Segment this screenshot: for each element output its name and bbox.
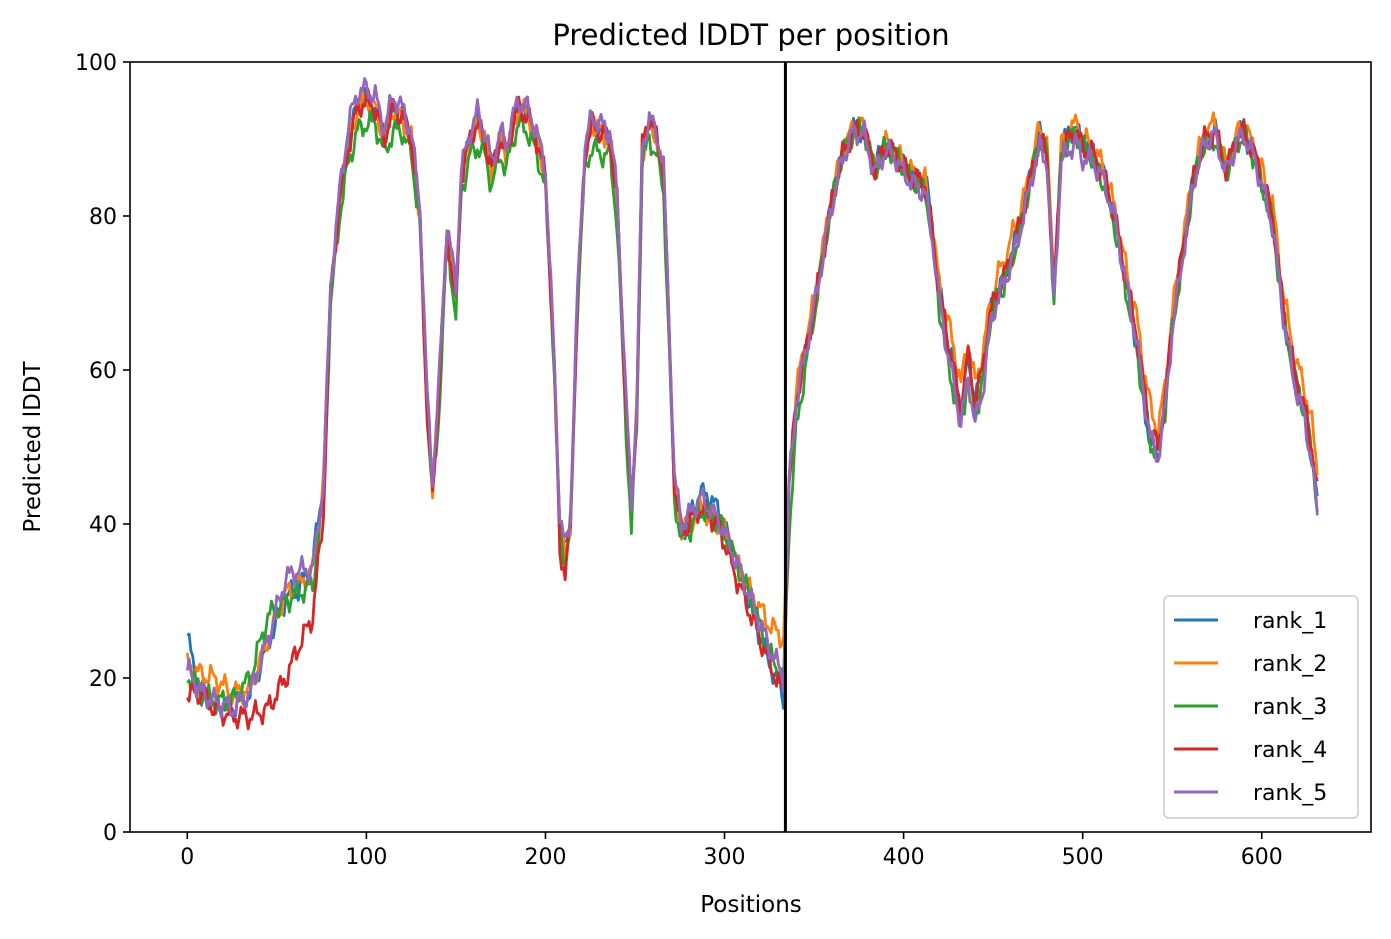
plot-area [129,61,1372,833]
legend: rank_1 rank_2 rank_3 rank_4 rank_5 [1163,595,1359,819]
x-tick-label: 200 [524,845,566,870]
x-tick-label: 600 [1241,845,1283,870]
x-tick-label: 300 [704,845,746,870]
y-axis: 0 20 40 60 80 100 [75,51,130,846]
x-tick-label: 500 [1062,845,1104,870]
x-tick-label: 0 [180,845,194,870]
y-tick-label: 40 [89,513,117,538]
series-line-rank-3 [186,109,1319,716]
legend-label: rank_2 [1253,652,1327,677]
y-tick-label: 100 [75,51,117,76]
axes-frame [129,61,1372,833]
y-tick-label: 20 [89,667,117,692]
legend-label: rank_3 [1253,695,1327,720]
y-tick-label: 80 [89,205,117,230]
series-line-rank-5 [185,77,1319,719]
x-axis-label: Positions [700,892,802,918]
y-axis-label: Predicted lDDT [20,360,46,532]
y-tick-label: 0 [103,821,117,846]
legend-box [1163,595,1359,819]
y-tick-label: 60 [89,359,117,384]
legend-label: rank_1 [1253,609,1327,634]
x-tick-label: 100 [345,845,387,870]
chart-title: Predicted lDDT per position [552,18,949,52]
series-layer [185,77,1319,731]
x-axis: 0 100 200 300 400 500 600 [180,832,1283,870]
legend-label: rank_5 [1253,781,1327,806]
legend-label: rank_4 [1253,738,1327,763]
x-tick-label: 400 [883,845,925,870]
